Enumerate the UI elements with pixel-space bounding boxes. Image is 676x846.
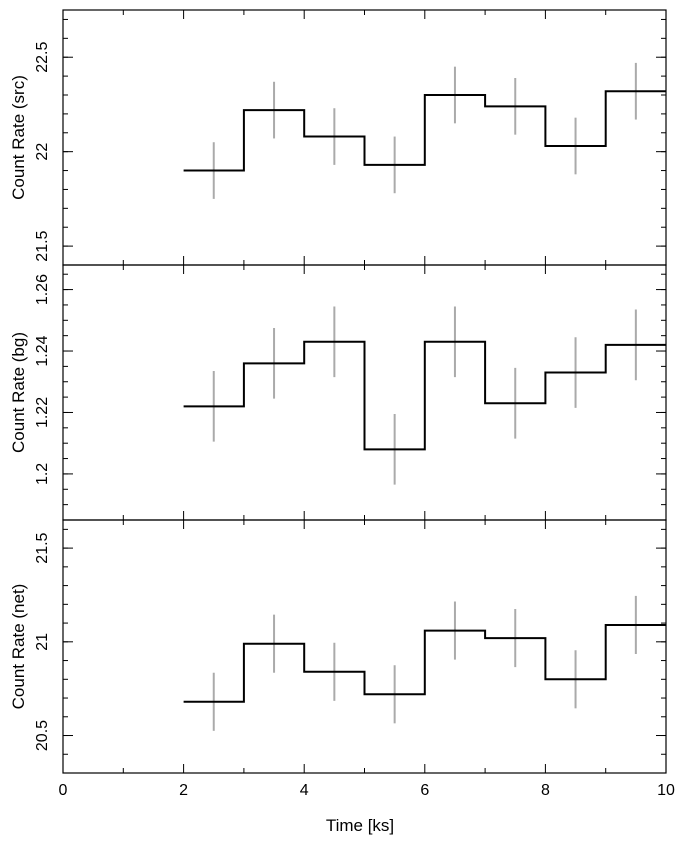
step-line [183,340,666,451]
x-axis-title: Time [ks] [326,816,394,835]
step-line [183,90,666,172]
y-tick-label: 1.22 [34,397,51,428]
y-tick-label: 22.5 [34,42,51,73]
panel-frame [62,519,667,774]
y-tick-label: 21.5 [34,230,51,261]
x-axis: 0 2 4 6 8 10 [59,782,675,799]
x-tick-label: 2 [179,782,188,799]
panel-2: 1.2 1.22 1.24 1.26 Count Rate (bg) [9,264,667,521]
x-tick-label: 6 [420,782,429,799]
y-tick-label: 21.5 [34,532,51,563]
y-tick-label: 22 [34,143,51,161]
panel-1: 21.5 22 22.5 Count Rate (src) [9,9,667,266]
x-tick-label: 10 [657,782,675,799]
y-tick-label: 21 [34,633,51,651]
y-tick-label: 20.5 [34,720,51,751]
step-line [183,623,666,703]
y-axis-title: Count Rate (net) [9,584,28,710]
y-tick-label: 1.24 [34,335,51,366]
y-axis-title: Count Rate (bg) [9,332,28,453]
panel-3: 20.5 21 21.5 Count Rate (net) [9,519,667,774]
x-tick-label: 8 [541,782,550,799]
y-axis-title: Count Rate (src) [9,75,28,200]
y-tick-label: 1.2 [34,463,51,485]
x-tick-label: 0 [59,782,68,799]
y-tick-label: 1.26 [34,274,51,305]
x-tick-label: 4 [300,782,309,799]
